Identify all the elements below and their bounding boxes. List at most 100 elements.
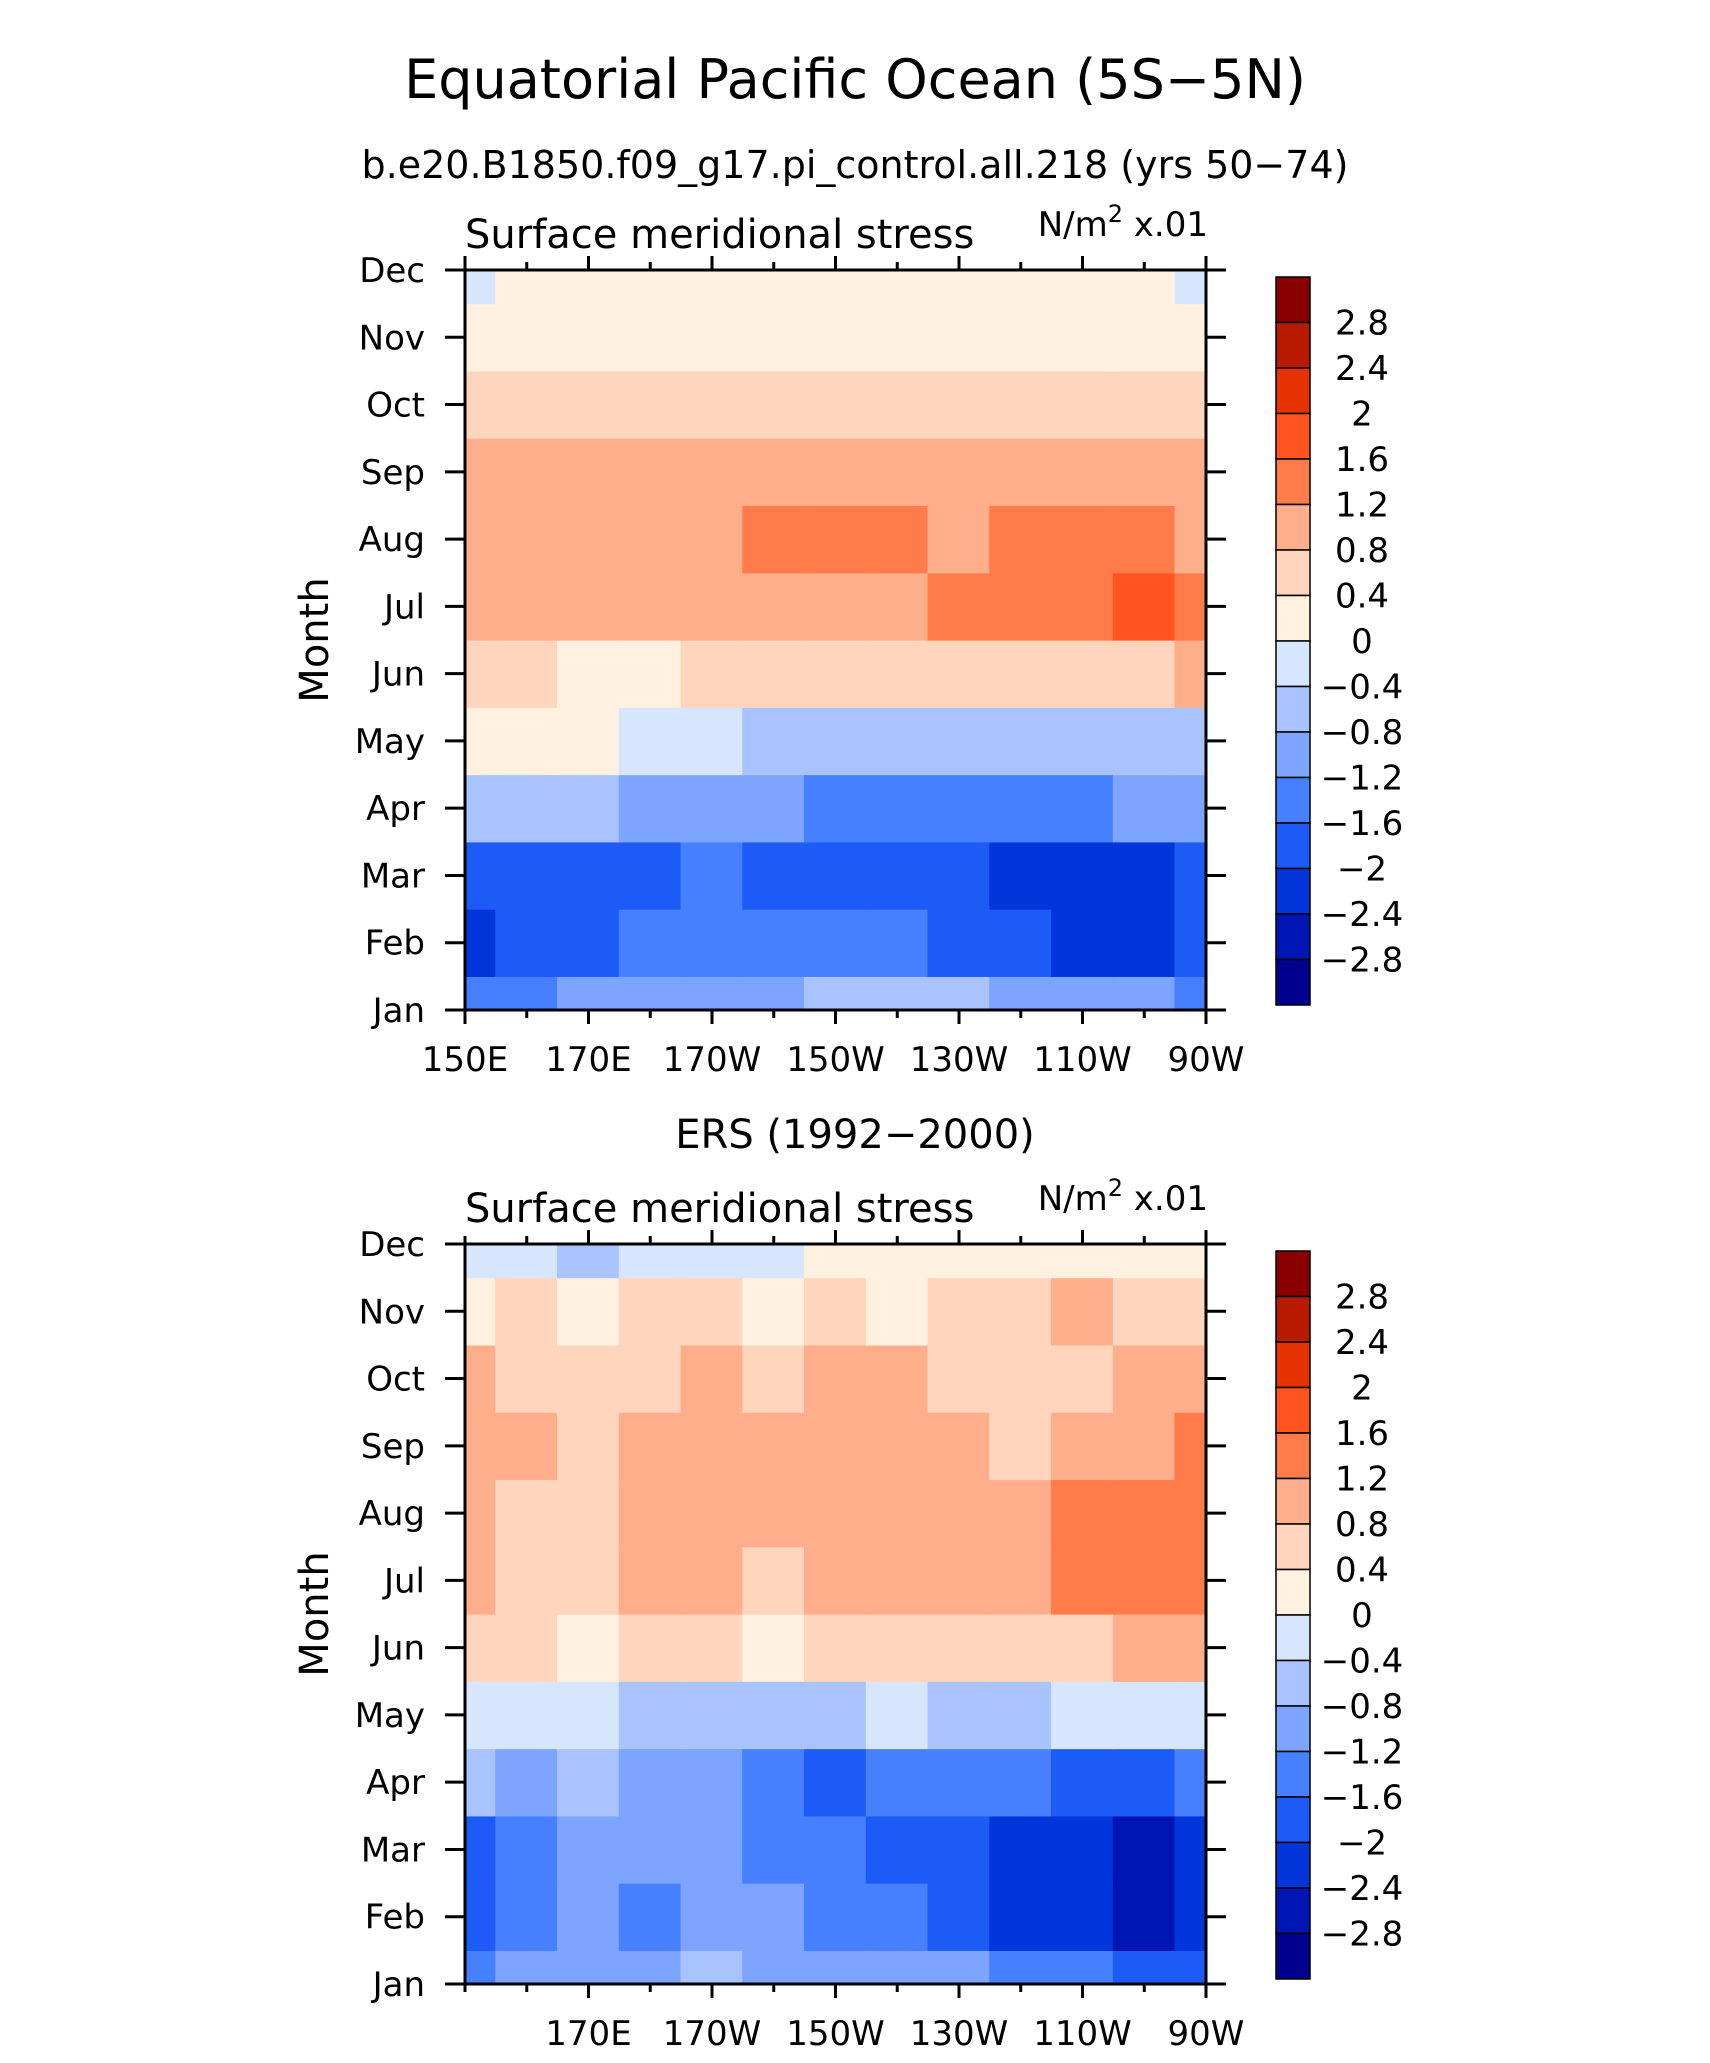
colorbar-label: −1.6 <box>1321 804 1404 844</box>
heatmap-cell <box>680 1244 744 1279</box>
heatmap-cell <box>742 1244 806 1279</box>
bottom-panel-center-title: ERS (1992−2000) <box>675 1112 1035 1158</box>
colorbar-swatch <box>1275 867 1311 915</box>
colorbar-swatch <box>1275 640 1311 688</box>
heatmap-cell <box>742 1747 806 1817</box>
colorbar-swatch <box>1275 1295 1311 1343</box>
heatmap-cell <box>557 1277 620 1346</box>
heatmap-cell <box>465 975 497 1010</box>
colorbar-swatch <box>1275 1523 1311 1571</box>
heatmap-cell <box>1174 639 1206 708</box>
heatmap-cell <box>1112 437 1176 507</box>
heatmap-cell <box>989 1747 1053 1817</box>
heatmap-cell <box>557 1344 620 1413</box>
colorbar-swatch <box>1275 776 1311 824</box>
heatmap-cell <box>1174 437 1206 507</box>
heatmap-cell <box>1174 1949 1206 1984</box>
heatmap-cell <box>865 706 929 776</box>
heatmap-cell <box>618 908 682 977</box>
colorbar-swatch <box>1275 1887 1311 1935</box>
y-tick-label: Dec <box>359 251 425 291</box>
heatmap-cell <box>1174 270 1206 305</box>
heatmap-cell <box>1051 1747 1114 1817</box>
heatmap-cell <box>1112 639 1176 708</box>
heatmap-cell <box>927 1680 991 1750</box>
heatmap-cell <box>742 1680 806 1750</box>
heatmap-cell <box>618 270 682 305</box>
x-tick-label: 90W <box>1168 2014 1245 2054</box>
heatmap-cell <box>618 504 682 574</box>
heatmap-cell <box>495 975 559 1010</box>
colorbar-label: −2 <box>1337 850 1387 890</box>
heatmap-cell <box>618 1613 682 1682</box>
heatmap-cell <box>1112 1747 1176 1817</box>
colorbar-label: 2 <box>1351 1369 1373 1409</box>
heatmap-cell <box>557 1815 620 1884</box>
colorbar-swatch <box>1275 549 1311 597</box>
bottom-panel: ERS (1992−2000) Surface meridional stres… <box>292 1112 1403 2054</box>
top-panel-units: N/m2 x.01 <box>1038 200 1208 245</box>
heatmap-cell <box>742 1949 806 1984</box>
x-tick-label: 170W <box>663 2014 762 2054</box>
heatmap-cell <box>927 706 991 776</box>
heatmap-cell <box>1051 639 1114 708</box>
heatmap-cell <box>680 1882 744 1951</box>
heatmap-cell <box>865 370 929 439</box>
heatmap-cell <box>804 841 867 910</box>
heatmap-cell <box>680 1680 744 1750</box>
heatmap-cell <box>865 841 929 910</box>
heatmap-cell <box>865 1613 929 1682</box>
heatmap-cell <box>495 572 559 641</box>
heatmap-cell <box>557 1613 620 1682</box>
main-title: Equatorial Pacific Ocean (5S−5N) <box>404 48 1306 111</box>
heatmap-cell <box>989 1344 1053 1413</box>
heatmap-cell <box>557 270 620 305</box>
y-tick-label: Jun <box>370 655 425 695</box>
heatmap-cell <box>1112 1680 1176 1750</box>
heatmap-cell <box>557 370 620 439</box>
heatmap-cell <box>804 1344 867 1413</box>
heatmap-cell <box>465 1478 497 1548</box>
heatmap-cell <box>1112 370 1176 439</box>
y-tick-label: Oct <box>366 386 425 426</box>
heatmap-cell <box>618 1882 682 1951</box>
heatmap-cell <box>618 1478 682 1548</box>
heatmap-cell <box>865 303 929 372</box>
y-tick-label: Jan <box>371 991 425 1031</box>
heatmap-cell <box>1051 1815 1114 1884</box>
heatmap-cell <box>865 1747 929 1817</box>
heatmap-cell <box>1174 975 1206 1010</box>
heatmap-cell <box>557 1244 620 1279</box>
heatmap-cell <box>557 1882 620 1951</box>
heatmap-cell <box>495 1613 559 1682</box>
heatmap-cell <box>927 1277 991 1346</box>
heatmap-cell <box>680 303 744 372</box>
heatmap-cell <box>989 303 1053 372</box>
heatmap-cell <box>927 437 991 507</box>
heatmap-cell <box>865 1411 929 1481</box>
heatmap-cell <box>927 1949 991 1984</box>
heatmap-cell <box>804 773 867 843</box>
heatmap-cell <box>680 504 744 574</box>
colorbar-swatch <box>1275 1477 1311 1525</box>
heatmap-cell <box>557 773 620 843</box>
heatmap-cell <box>1174 706 1206 776</box>
heatmap-cell <box>618 1546 682 1615</box>
heatmap-cell <box>804 1949 867 1984</box>
heatmap-cell <box>742 1815 806 1884</box>
heatmap-cell <box>1174 908 1206 977</box>
heatmap-cell <box>495 1277 559 1346</box>
heatmap-cell <box>927 270 991 305</box>
bottom-panel-title: Surface meridional stress <box>465 1186 974 1232</box>
bottom-y-axis-label: Month <box>292 1551 338 1676</box>
colorbar-label: 1.6 <box>1335 440 1389 480</box>
heatmap-cell <box>465 841 497 910</box>
heatmap-cell <box>1051 1949 1114 1984</box>
heatmap-cell <box>927 572 991 641</box>
heatmap-cell <box>1112 1344 1176 1413</box>
heatmap-cell <box>495 1815 559 1884</box>
y-tick-label: Dec <box>359 1225 425 1265</box>
heatmap-cell <box>680 1277 744 1346</box>
heatmap-cell <box>989 1949 1053 1984</box>
heatmap-cell <box>865 908 929 977</box>
